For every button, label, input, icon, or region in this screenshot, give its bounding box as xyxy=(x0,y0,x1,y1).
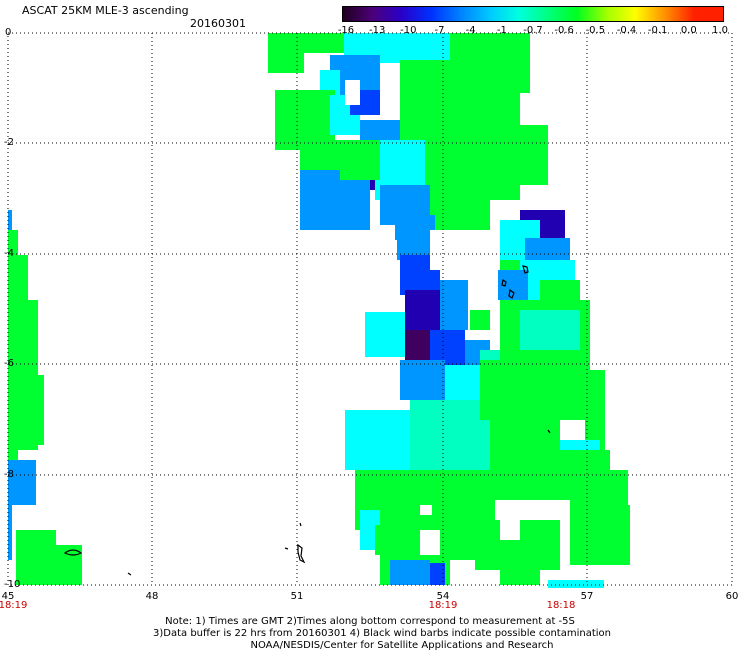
x-axis-label: 57 xyxy=(580,591,594,602)
y-axis-label: -4 xyxy=(4,247,14,259)
colorbar-tick-label: -1 xyxy=(496,25,507,36)
wind-cell xyxy=(345,410,415,470)
x-axis-label: 51 xyxy=(290,591,304,602)
colorbar-tick-label: -13 xyxy=(368,25,386,36)
wind-cell xyxy=(490,420,560,500)
wind-cell xyxy=(40,545,82,585)
time-label: 18:19 xyxy=(0,600,28,611)
wind-cell xyxy=(395,215,435,240)
x-axis-label: 48 xyxy=(145,591,159,602)
colorbar-segment xyxy=(547,7,578,21)
wind-cell xyxy=(585,370,605,460)
wind-cell xyxy=(500,560,540,585)
map-grid xyxy=(7,32,733,586)
colorbar-segment xyxy=(401,7,432,21)
wind-cell xyxy=(375,525,420,555)
wind-swaths xyxy=(8,33,630,588)
x-axis-label: 60 xyxy=(725,591,739,602)
map-frame xyxy=(7,32,733,586)
wind-cell xyxy=(400,360,445,400)
no-data-gap xyxy=(420,505,432,515)
wind-cell xyxy=(445,365,485,405)
y-axis-label: -2 xyxy=(4,137,14,149)
colorbar-tick-label: 0.0 xyxy=(680,25,697,36)
wind-cell xyxy=(304,33,344,53)
colorbar-segment xyxy=(518,7,549,21)
y-axis-label: -6 xyxy=(4,358,14,370)
wind-cell xyxy=(365,312,405,357)
wind-cell xyxy=(520,125,548,185)
wind-cell xyxy=(300,170,340,230)
wind-cell xyxy=(268,33,304,73)
wind-cell xyxy=(430,563,445,585)
colorbar-tick-label: -0.4 xyxy=(616,25,637,36)
wind-cell xyxy=(410,400,490,480)
map-date: 20160301 xyxy=(190,17,246,30)
time-label: 18:18 xyxy=(546,600,576,611)
coastline-amirante xyxy=(284,522,306,564)
wind-cell xyxy=(8,460,36,505)
x-axis-label: 54 xyxy=(436,591,450,602)
colorbar-tick-label: -0.7 xyxy=(523,25,543,36)
wind-cell xyxy=(520,310,580,350)
colorbar-segment xyxy=(576,7,607,21)
wind-cell xyxy=(440,280,468,330)
colorbar-segment xyxy=(664,7,695,21)
colorbar-segment xyxy=(489,7,519,21)
colorbar-tick-label: -7 xyxy=(434,25,445,36)
colorbar-tick-label: -10 xyxy=(400,25,417,36)
colorbar xyxy=(342,6,724,22)
colorbar-tick-label: 1.0 xyxy=(712,25,728,36)
wind-cell xyxy=(405,290,445,330)
colorbar-tick-label: -0.1 xyxy=(647,25,668,36)
y-axis-label: -10 xyxy=(4,579,21,590)
wind-cell xyxy=(340,180,370,230)
wind-cell xyxy=(470,90,520,200)
wind-cell xyxy=(610,505,630,565)
coastline-seychelles xyxy=(501,265,529,299)
wind-cell xyxy=(570,500,610,565)
coastline-aldabra xyxy=(63,429,551,576)
colorbar-segment xyxy=(430,7,461,21)
note-line-2: 3)Data buffer is 22 hrs from 20160301 4)… xyxy=(153,628,611,639)
note-line-1: Note: 1) Times are GMT 2)Times along bot… xyxy=(165,616,575,627)
colorbar-segment xyxy=(606,7,636,21)
colorbar-segment xyxy=(635,7,666,21)
wind-cell xyxy=(548,580,604,588)
colorbar-segment xyxy=(459,7,490,21)
colorbar-tick-label: -0.6 xyxy=(554,25,574,36)
colorbar-tick-label: -0.5 xyxy=(585,25,606,36)
note-line-3: NOAA/NESDIS/Center for Satellite Applica… xyxy=(250,640,554,651)
coastlines xyxy=(63,265,551,576)
colorbar-tick-label: -4 xyxy=(465,25,476,36)
colorbar-segment xyxy=(343,7,373,21)
time-label: 18:19 xyxy=(428,600,458,611)
colorbar-segment xyxy=(372,7,402,21)
map-title: ASCAT 25KM MLE-3 ascending xyxy=(22,4,189,17)
y-axis-label: 0 xyxy=(5,27,12,38)
colorbar-segment xyxy=(693,7,724,21)
wind-cell xyxy=(430,195,490,230)
wind-cell xyxy=(390,560,430,585)
wind-cell xyxy=(470,310,490,330)
no-data-gap xyxy=(468,250,498,295)
wind-cell xyxy=(8,375,44,445)
colorbar-tick-label: -16 xyxy=(337,25,355,36)
x-axis-label: 45 xyxy=(1,591,15,602)
no-data-gap xyxy=(345,80,360,105)
y-axis-label: -8 xyxy=(4,468,14,480)
